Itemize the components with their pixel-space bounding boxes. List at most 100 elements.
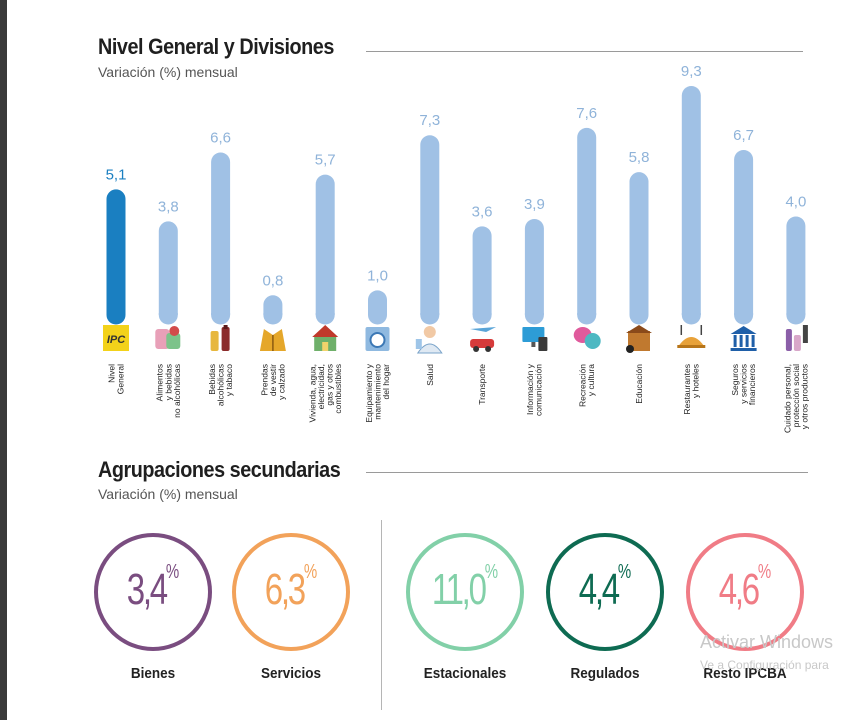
- bar-1: [158, 221, 178, 325]
- value-label-9: 7,6: [576, 105, 597, 122]
- bar-base-11: [681, 313, 701, 315]
- category-label-4: Vivienda, agua,electricidad,gas y otrosc…: [307, 364, 343, 422]
- bar-2: [211, 152, 231, 325]
- ipc-logo-icon: IPC: [103, 325, 129, 351]
- group-label-4: Resto IPCBA: [703, 665, 787, 682]
- restaurant-icon: [677, 325, 706, 348]
- bar-9: [577, 127, 597, 325]
- section-subtitle-divisions: Variación (%) mensual: [98, 64, 238, 80]
- group-value-number: 6,3: [264, 565, 306, 614]
- percent-sign: %: [757, 561, 772, 583]
- group-circle-1: 6,3%: [232, 533, 350, 651]
- category-label-11: Restaurantesy hoteles: [682, 364, 701, 415]
- bar-base-10: [629, 313, 649, 315]
- bar-base-9: [577, 313, 597, 315]
- bar-base-6: [420, 313, 440, 315]
- svg-text:IPC: IPC: [107, 334, 126, 346]
- bar-base-12: [734, 313, 754, 315]
- jacket-icon: [259, 329, 286, 351]
- category-label-7: Transporte: [477, 364, 487, 405]
- value-label-10: 5,8: [629, 149, 650, 166]
- bar-chart: 5,1 IPC NivelGeneral 3,8 Alimentosy bebidasn…: [103, 63, 810, 433]
- house-icon: [312, 325, 339, 351]
- section-title-groups: Agrupaciones secundarias: [98, 457, 341, 482]
- value-label-12: 6,7: [733, 127, 754, 144]
- doctor-icon: [415, 326, 443, 354]
- title-rule: [366, 51, 803, 52]
- value-label-4: 5,7: [315, 152, 336, 169]
- bar-13: [786, 216, 806, 325]
- bar-base-0: [106, 313, 126, 315]
- category-label-2: Bebidasalcohólicasy tabaco: [207, 364, 234, 406]
- bottles-icon: [210, 325, 230, 351]
- value-label-13: 4,0: [785, 194, 806, 211]
- masks-icon: [573, 327, 601, 349]
- group-label-2: Estacionales: [423, 665, 507, 682]
- group-value-number: 3,4: [126, 565, 168, 614]
- group-circle-4: 4,6%: [686, 533, 804, 651]
- category-label-1: Alimentosy bebidasno alcohólicas: [155, 364, 182, 418]
- value-label-11: 9,3: [681, 63, 702, 80]
- bar-7: [472, 226, 492, 325]
- group-circle-2: 11,0%: [406, 533, 524, 651]
- value-label-5: 1,0: [367, 267, 388, 284]
- value-label-2: 6,6: [210, 129, 231, 146]
- activation-watermark: Activar Windows: [700, 632, 834, 652]
- section-subtitle-groups: Variación (%) mensual: [98, 486, 238, 502]
- groups-divider: [381, 520, 382, 710]
- bar-8: [524, 218, 544, 325]
- category-label-9: Recreacióny cultura: [577, 364, 596, 407]
- category-label-12: Segurosy serviciosfinancieros: [730, 364, 757, 405]
- bar-base-4: [315, 313, 335, 315]
- group-circle-3: 4,4%: [546, 533, 664, 651]
- category-label-3: Prendasde vestiry calzado: [259, 364, 286, 400]
- group-label-0: Bienes: [130, 665, 176, 682]
- groups-rule: [366, 472, 808, 473]
- category-label-8: Información ycomunicación: [525, 363, 544, 416]
- group-label-1: Servicios: [260, 665, 322, 682]
- section-title-divisions: Nivel General y Divisiones: [98, 34, 334, 59]
- activation-watermark-sub: Ve a Configuración para: [700, 658, 829, 672]
- group-label-3: Regulados: [570, 665, 640, 682]
- bar-base-13: [786, 313, 806, 315]
- bank-icon: [730, 326, 757, 351]
- group-value-number: 4,4: [578, 565, 620, 614]
- value-label-3: 0,8: [262, 272, 283, 289]
- value-label-1: 3,8: [158, 198, 179, 215]
- bar-base-7: [472, 313, 492, 315]
- value-label-6: 7,3: [419, 112, 440, 129]
- bar-10: [629, 172, 649, 325]
- bar-3: [263, 295, 283, 325]
- bar-6: [420, 135, 440, 325]
- bar-12: [734, 150, 754, 325]
- school-icon: [626, 325, 652, 353]
- window-edge: [0, 0, 7, 720]
- group-value: 4,6%: [704, 561, 787, 615]
- percent-sign: %: [165, 561, 180, 583]
- group-circle-0: 3,4%: [94, 533, 212, 651]
- bar-4: [315, 174, 335, 325]
- value-label-7: 3,6: [472, 203, 493, 220]
- category-label-6: Salud: [425, 364, 435, 386]
- group-value: 4,4%: [564, 561, 647, 615]
- percent-sign: %: [303, 561, 318, 583]
- bar-base-2: [211, 313, 231, 315]
- value-label-8: 3,9: [524, 196, 545, 213]
- bar-base-8: [524, 313, 544, 315]
- bar-11: [681, 86, 701, 325]
- cosmetics-icon: [785, 325, 808, 351]
- car-plane-icon: [470, 327, 497, 352]
- computer-icon: [522, 327, 548, 351]
- group-value-number: 11,0: [431, 565, 487, 614]
- category-label-0: NivelGeneral: [107, 364, 126, 394]
- food-icon: [155, 326, 181, 349]
- bar-0: [106, 189, 126, 325]
- group-value: 6,3%: [250, 561, 333, 615]
- bar-base-1: [158, 313, 178, 315]
- bar-5: [368, 290, 387, 325]
- category-label-13: Cuidado personal,protección socialy otro…: [782, 364, 809, 433]
- group-value: 11,0%: [424, 561, 507, 615]
- washing-machine-icon: [365, 327, 390, 351]
- category-label-5: Equipamiento ymantenimientodel hogar: [364, 363, 391, 422]
- group-value-number: 4,6: [718, 565, 760, 614]
